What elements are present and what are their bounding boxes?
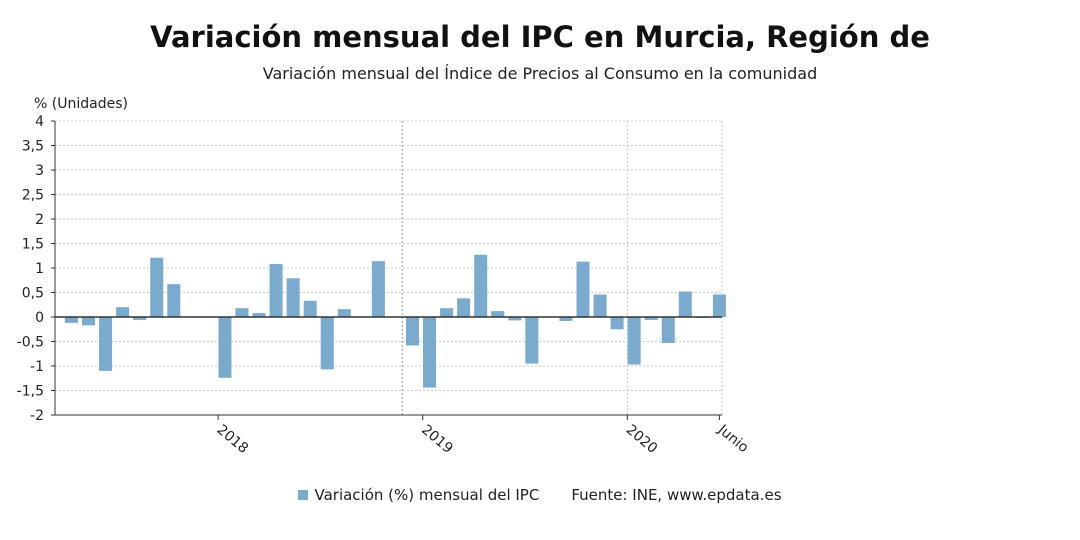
bar [269,264,283,317]
bar [593,294,607,317]
x-tick-label: Junio [714,421,751,456]
bar [644,317,658,320]
legend-swatch [298,490,309,500]
bar [576,261,590,317]
bar [150,257,164,317]
y-tick-label: 1,5 [22,237,44,253]
bar [712,294,726,317]
y-tick-label: 1 [35,261,44,277]
source-note: Fuente: INE, www.epdata.es [571,486,782,504]
bar [65,317,78,323]
y-tick-label: -0,5 [17,335,44,351]
x-tick-labels: 2018 2019 2020 Junio [214,421,752,457]
axes [51,120,722,420]
bar [320,317,334,370]
bar [678,291,692,317]
y-tick-label: 4 [35,114,44,130]
bar [406,317,419,346]
bar [661,317,675,343]
chart-subtitle: Variación mensual del Índice de Precios … [262,64,818,83]
y-tick-label: 3,5 [22,139,44,155]
y-tick-label: 0,5 [22,286,44,302]
y-tick-label: -2 [30,408,44,424]
legend-label: Variación (%) mensual del IPC [314,486,540,504]
legend: Variación (%) mensual del IPC Fuente: IN… [0,486,1080,504]
y-tick-label: 2,5 [22,188,44,204]
bar [218,317,232,378]
y-tick-label: -1,5 [17,384,44,400]
bar [235,308,249,317]
y-tick-labels: -2 -1,5 -1 -0,5 0 0,5 1 1,5 2 2,5 3 3,5 4 [17,114,44,424]
x-tick-label: 2020 [623,422,661,457]
y-tick-label: 3 [35,163,44,179]
bar [167,284,181,317]
bar [371,261,385,317]
bar [440,308,454,317]
bar [457,298,471,317]
bar [82,317,96,326]
bar [303,300,317,317]
bar [627,317,641,365]
bar [99,317,113,371]
bar [252,313,266,317]
bar [474,254,488,317]
bar [610,317,624,330]
bar [286,278,300,317]
bar [423,317,437,388]
bar [116,307,130,317]
y-tick-label: -1 [30,359,44,375]
bar [508,317,522,321]
chart-title: Variación mensual del IPC en Murcia, Reg… [150,20,930,54]
bars [65,254,726,388]
y-tick-label: 2 [35,212,44,228]
y-axis-label: % (Unidades) [34,96,128,112]
bar [337,309,351,317]
bar [559,317,573,321]
bar [525,317,539,364]
bar [133,317,147,320]
x-tick-label: 2019 [418,422,456,457]
bar [491,311,505,317]
y-tick-label: 0 [35,310,44,326]
x-tick-label: 2018 [214,422,252,457]
